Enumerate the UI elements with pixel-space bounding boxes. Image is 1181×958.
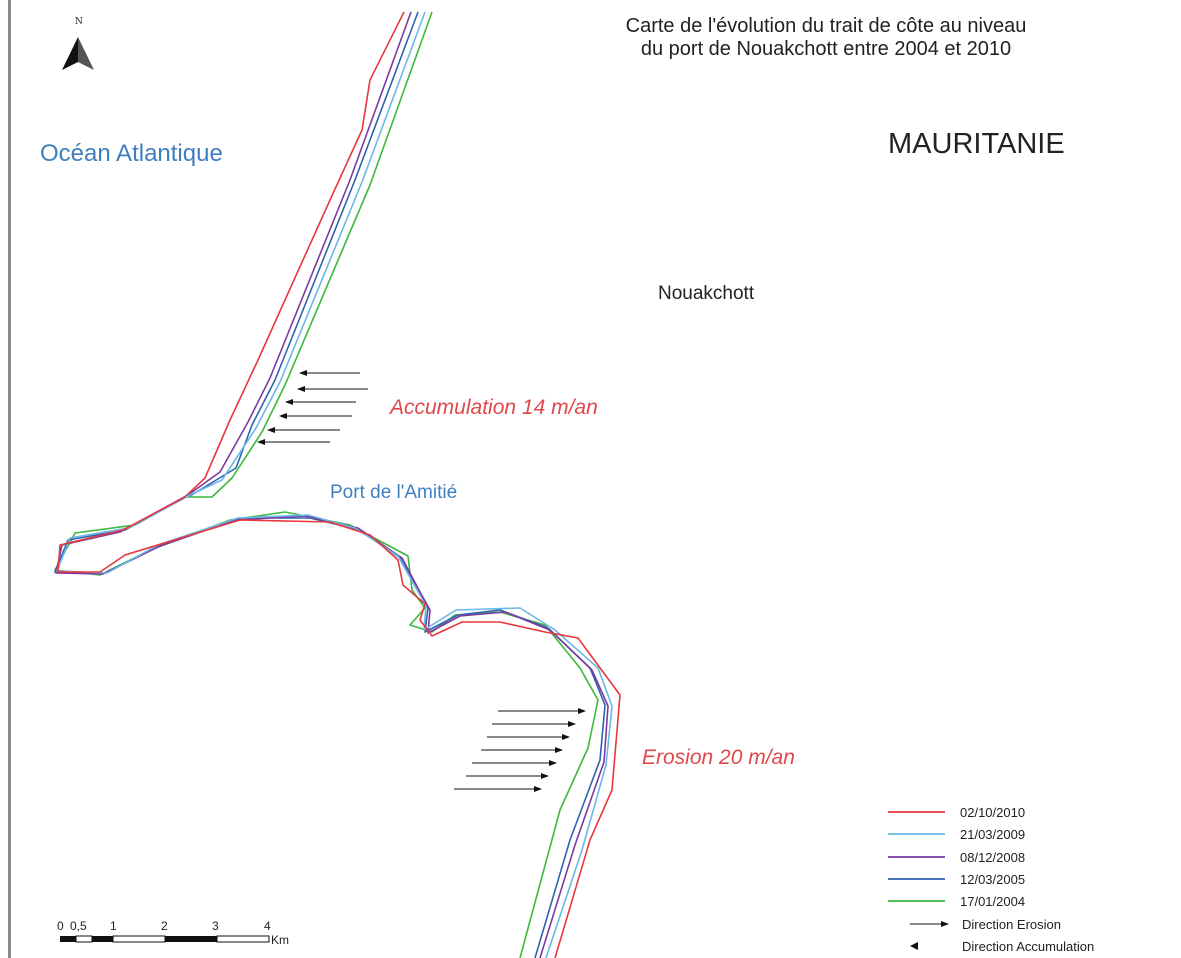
legend-erosion-label: Direction Erosion [962,917,1061,932]
map-frame-border [8,0,11,958]
scale-segment [165,936,217,942]
accumulation-label: Accumulation 14 m/an [388,396,598,419]
shoreline-2008-north [187,11,412,496]
shoreline-2010-north [184,11,405,498]
shoreline-2005-north [189,11,419,497]
shoreline-2004-south [54,496,599,958]
legend-label: 12/03/2005 [960,872,1025,887]
scale-tick-label: 4 [264,919,271,933]
scale-tick-label: 1 [110,919,117,933]
scale-segment [112,935,166,943]
scale-segment [60,936,76,942]
legend-label: 21/03/2009 [960,827,1025,842]
scale-tick-label: 2 [161,919,168,933]
scale-tick-label: 3 [212,919,219,933]
map-title-line-2: du port de Nouakchott entre 2004 et 2010 [641,38,1011,60]
legend: 02/10/2010 21/03/2009 08/12/2008 12/03/2… [888,805,1094,954]
ocean-label: Océan Atlantique [40,140,223,167]
port-label: Port de l'Amitié [330,482,457,503]
country-label: MAURITANIE [888,128,1065,160]
scale-segment [92,936,113,942]
erosion-arrows [454,708,586,792]
shoreline-2009-south [56,494,613,958]
legend-accumulation-label: Direction Accumulation [962,939,1094,954]
scale-segment [216,935,270,943]
scale-bar: 0 0,5 1 2 3 4 Km [57,919,289,947]
shoreline-2010-south [57,496,621,958]
city-label: Nouakchott [658,283,755,304]
legend-label: 02/10/2010 [960,805,1025,820]
shoreline-south [54,494,621,958]
scale-segment [75,935,93,943]
shoreline-2005-south [54,495,606,958]
legend-label: 08/12/2008 [960,850,1025,865]
legend-accumulation-arrow-icon [910,942,918,950]
map-title-line-1: Carte de l'évolution du trait de côte au… [626,15,1027,37]
legend-label: 17/01/2004 [960,894,1025,909]
accumulation-arrows [257,370,368,445]
shoreline-2008-south [55,494,609,958]
shoreline-2009-north [189,11,426,496]
shoreline-2004-north [187,11,433,498]
erosion-label: Erosion 20 m/an [642,746,795,769]
scale-tick-label: 0,5 [70,919,87,933]
north-arrow-icon [62,37,94,70]
scale-unit-label: Km [271,933,289,947]
shoreline-north [184,11,433,498]
scale-tick-label: 0 [57,919,64,933]
north-label: N [75,17,83,27]
